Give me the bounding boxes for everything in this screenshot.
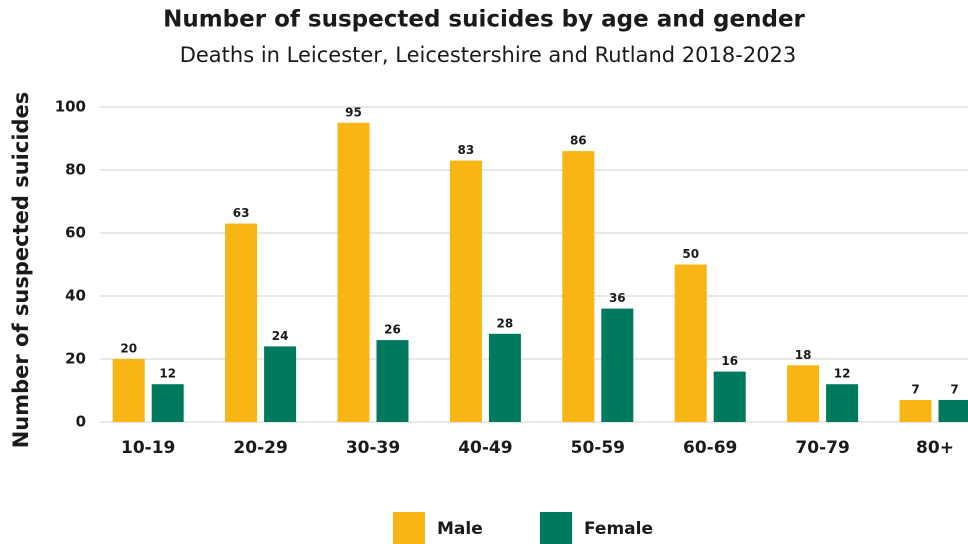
bar	[787, 365, 820, 422]
y-tick-label: 40	[65, 287, 86, 305]
legend-label: Male	[437, 519, 483, 539]
bar	[225, 223, 258, 422]
bar	[376, 340, 409, 422]
x-tick-label: 50-59	[571, 438, 625, 458]
legend-swatch	[540, 512, 572, 544]
bar	[488, 333, 521, 422]
bar	[264, 346, 297, 422]
legend-label: Female	[584, 519, 653, 539]
x-tick-label: 20-29	[233, 438, 287, 458]
data-label: 12	[834, 367, 851, 381]
x-tick-label: 80+	[916, 438, 954, 458]
y-tick-label: 80	[65, 161, 86, 179]
y-axis-label: Number of suspected suicides	[9, 92, 33, 449]
data-label: 95	[345, 105, 362, 119]
x-tick-label: 70-79	[795, 438, 849, 458]
data-label: 7	[950, 382, 958, 396]
x-tick-label: 30-39	[346, 438, 400, 458]
bar	[601, 308, 634, 422]
data-label: 7	[911, 382, 919, 396]
data-label: 50	[682, 247, 699, 261]
y-tick-label: 20	[65, 350, 86, 368]
chart-subtitle: Deaths in Leicester, Leicestershire and …	[180, 43, 797, 67]
bar	[112, 359, 145, 422]
data-label: 18	[795, 348, 812, 362]
data-label: 86	[570, 134, 587, 148]
bar	[151, 384, 184, 422]
bar	[337, 122, 370, 422]
bar	[938, 399, 968, 422]
x-tick-label: 10-19	[121, 438, 175, 458]
bar	[899, 399, 932, 422]
data-label: 83	[458, 143, 475, 157]
y-tick-label: 100	[55, 98, 86, 116]
data-label: 36	[609, 291, 626, 305]
data-label: 26	[384, 323, 401, 337]
y-tick-label: 0	[76, 413, 86, 431]
bar	[562, 151, 595, 422]
data-label: 20	[120, 342, 137, 356]
data-label: 12	[159, 367, 176, 381]
bar	[449, 160, 482, 423]
chart-title: Number of suspected suicides by age and …	[163, 7, 805, 33]
data-label: 28	[497, 316, 514, 330]
bar	[674, 264, 707, 422]
legend-swatch	[393, 512, 425, 544]
data-label: 63	[233, 206, 250, 220]
data-label: 16	[721, 354, 738, 368]
x-tick-label: 60-69	[683, 438, 737, 458]
y-tick-label: 60	[65, 224, 86, 242]
x-tick-label: 40-49	[458, 438, 512, 458]
bar	[826, 384, 859, 422]
bar	[713, 371, 746, 422]
data-label: 24	[272, 329, 289, 343]
